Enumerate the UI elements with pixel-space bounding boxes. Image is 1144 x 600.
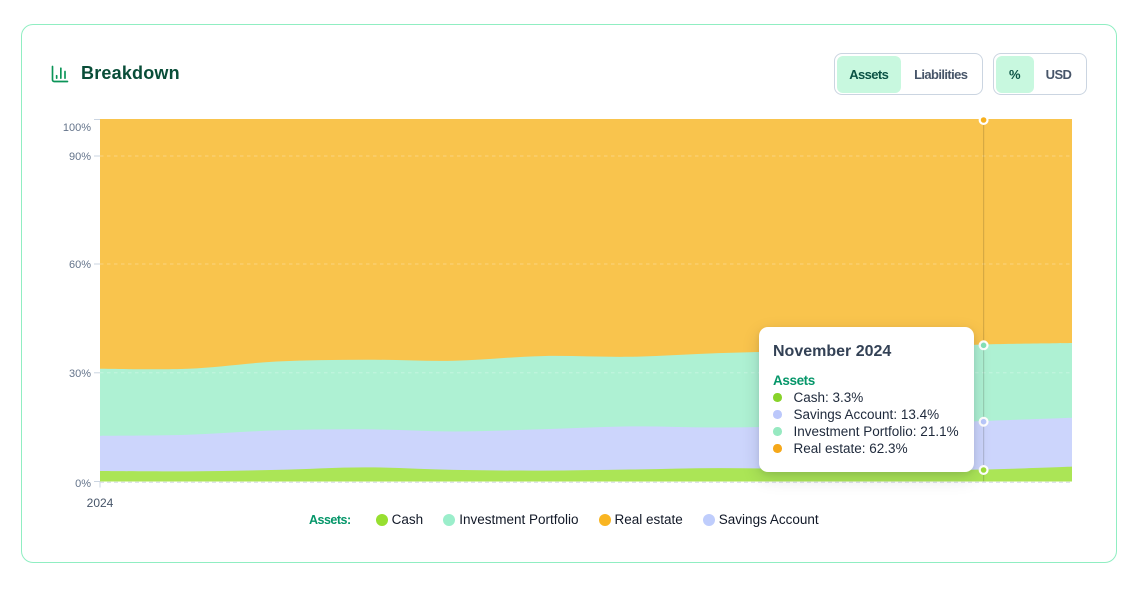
svg-text:100%: 100% bbox=[63, 122, 91, 134]
svg-text:30%: 30% bbox=[69, 368, 91, 380]
svg-text:2024: 2024 bbox=[87, 496, 114, 510]
svg-text:90%: 90% bbox=[69, 151, 91, 163]
svg-text:60%: 60% bbox=[69, 259, 91, 271]
svg-text:0%: 0% bbox=[75, 478, 91, 490]
